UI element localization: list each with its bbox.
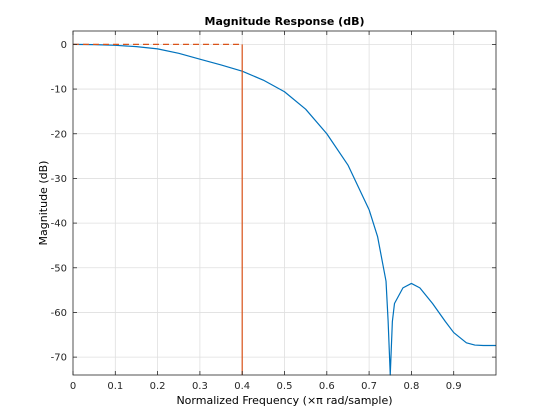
x-tick-label: 0.5 bbox=[277, 381, 293, 392]
y-tick-label: -60 bbox=[51, 308, 67, 319]
series-layer bbox=[72, 43, 496, 376]
x-tick-label: 0.7 bbox=[361, 381, 377, 392]
y-tick-label: -30 bbox=[51, 174, 67, 185]
x-tick-label: 0.2 bbox=[150, 381, 166, 392]
y-axis-label: Magnitude (dB) bbox=[37, 161, 50, 246]
ticks bbox=[72, 31, 496, 375]
grid-lines bbox=[73, 31, 496, 375]
y-tick-labels: 0 -10 -20 -30 -40 -50 -60 -70 bbox=[51, 40, 67, 364]
x-tick-label: 0 bbox=[70, 381, 76, 392]
y-tick-label: -70 bbox=[51, 353, 67, 364]
x-tick-label: 0.4 bbox=[234, 381, 250, 392]
chart-title: Magnitude Response (dB) bbox=[205, 15, 365, 28]
x-tick-label: 0.9 bbox=[446, 381, 462, 392]
y-tick-label: -10 bbox=[51, 85, 67, 96]
x-tick-labels: 0 0.1 0.2 0.3 0.4 0.5 0.6 0.7 0.8 0.9 bbox=[70, 381, 462, 392]
x-tick-label: 0.3 bbox=[192, 381, 208, 392]
y-tick-label: -20 bbox=[51, 129, 67, 140]
x-axis-label: Normalized Frequency (×π rad/sample) bbox=[176, 394, 392, 407]
y-tick-label: -50 bbox=[51, 263, 67, 274]
x-tick-label: 0.6 bbox=[319, 381, 335, 392]
x-tick-label: 0.1 bbox=[107, 381, 123, 392]
series-line-0 bbox=[72, 43, 496, 376]
y-tick-label: 0 bbox=[61, 40, 67, 51]
x-tick-label: 0.8 bbox=[403, 381, 419, 392]
y-tick-label: -40 bbox=[51, 219, 67, 230]
